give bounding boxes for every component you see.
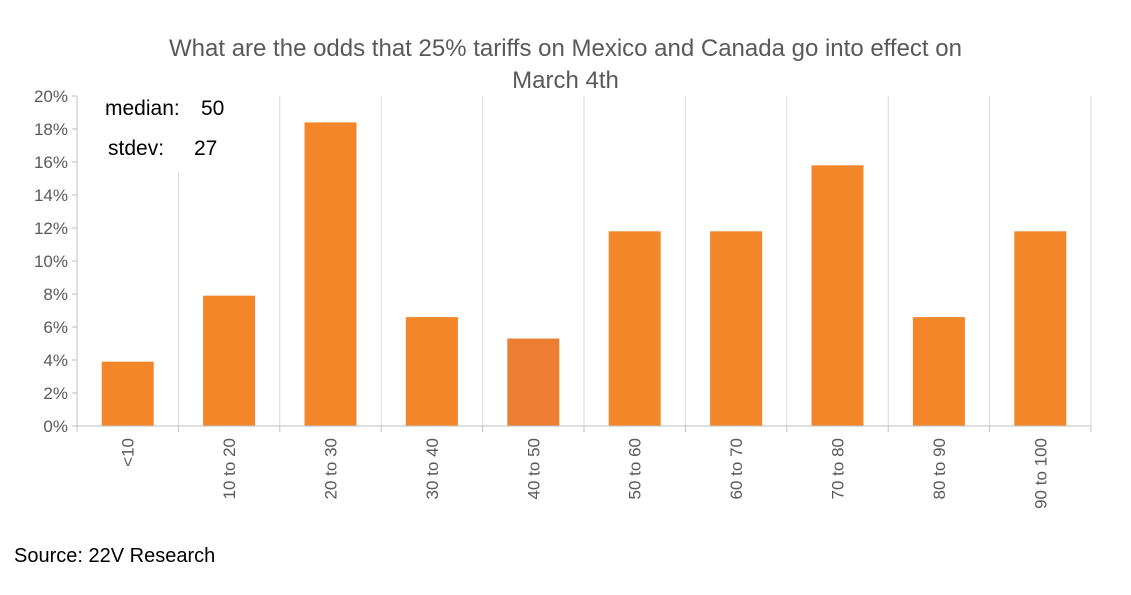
stdev-label: stdev: <box>108 137 165 160</box>
y-tick-label: 10% <box>34 252 68 271</box>
x-tick-label: 80 to 90 <box>930 438 949 499</box>
bar <box>203 295 256 426</box>
y-tick-label: 6% <box>43 318 68 337</box>
bar <box>101 361 154 426</box>
chart-plot: 0% 2% 4% 6% 8% 10% 12% 14% 16% 18% 20% <10 10 to 20 2… <box>34 87 1092 509</box>
stdev-value: 27 <box>194 137 218 160</box>
chart-title: What are the odds that 25% tariffs on Me… <box>0 33 1131 97</box>
median-value: 50 <box>201 97 225 120</box>
x-tick-label: 10 to 20 <box>220 438 239 499</box>
source-note: Source: 22V Research <box>14 545 216 567</box>
y-tick-label: 16% <box>34 153 68 172</box>
x-tick-label: 90 to 100 <box>1031 438 1050 509</box>
x-tick-label: 70 to 80 <box>829 438 848 499</box>
chart: 0% 2% 4% 6% 8% 10% 12% 14% 16% 18% 20% <10 10 to 20 2… <box>0 33 1131 509</box>
bar <box>507 338 560 426</box>
bar <box>710 231 763 426</box>
footer <box>0 540 1131 595</box>
bar <box>304 122 357 427</box>
chart-title-line-1: What are the odds that 25% tariffs on Me… <box>169 35 962 62</box>
x-tick-label: <10 <box>119 438 138 467</box>
x-tick-label: 30 to 40 <box>423 438 442 499</box>
y-tick-label: 8% <box>43 285 68 304</box>
bar <box>1014 231 1067 426</box>
median-label: median: <box>105 97 180 120</box>
bar <box>912 317 965 426</box>
y-tick-label: 20% <box>34 87 68 106</box>
chart-title-line-2: March 4th <box>512 67 619 94</box>
x-tick-label: 60 to 70 <box>727 438 746 499</box>
y-tick-label: 4% <box>43 351 68 370</box>
y-tick-label: 2% <box>43 384 68 403</box>
bar <box>811 165 864 427</box>
y-tick-label: 14% <box>34 186 68 205</box>
y-tick-label: 0% <box>43 417 68 436</box>
bar <box>405 317 458 426</box>
y-tick-label: 12% <box>34 219 68 238</box>
x-tick-label: 40 to 50 <box>524 438 543 499</box>
y-tick-label: 18% <box>34 120 68 139</box>
x-tick-label: 20 to 30 <box>322 438 341 499</box>
x-tick-label: 50 to 60 <box>626 438 645 499</box>
bar <box>608 231 661 426</box>
